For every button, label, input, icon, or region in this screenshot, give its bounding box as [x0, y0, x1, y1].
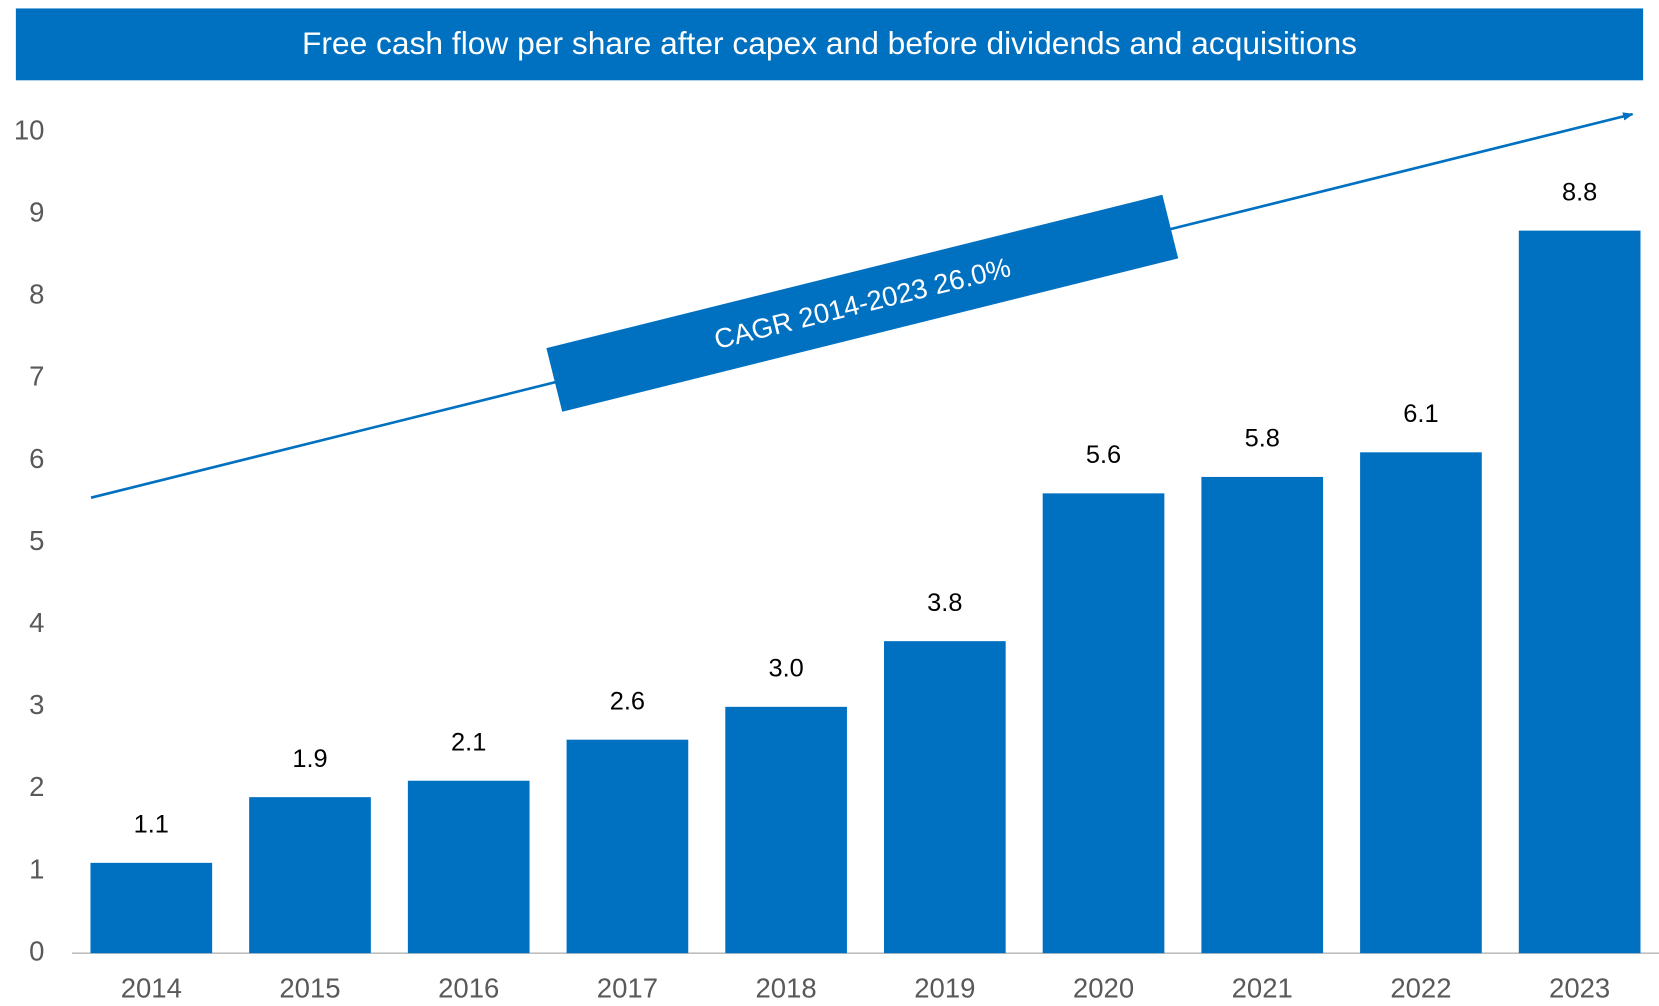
- value-label: 5.6: [1086, 441, 1121, 469]
- value-label: 2.1: [451, 728, 486, 756]
- annotation-box: CAGR 2014-2023 26.0%: [546, 194, 1179, 412]
- bar: [1201, 476, 1324, 954]
- value-label: 5.8: [1245, 425, 1280, 453]
- y-tick-label: 0: [29, 935, 44, 966]
- y-tick-label: 4: [29, 607, 44, 638]
- x-tick-label: 2020: [1073, 972, 1134, 1003]
- annotation-bg: [546, 194, 1179, 412]
- y-tick-label: 3: [29, 689, 44, 720]
- x-tick-label: 2021: [1232, 972, 1293, 1003]
- value-label: 3.0: [768, 655, 803, 683]
- bar: [90, 862, 213, 954]
- bar: [883, 641, 1006, 954]
- x-tick-label: 2014: [121, 972, 182, 1003]
- bar: [1360, 452, 1482, 954]
- bar: [249, 797, 371, 954]
- y-tick-label: 7: [29, 361, 44, 392]
- y-tick-label: 8: [29, 279, 44, 310]
- x-tick-label: 2016: [438, 972, 499, 1003]
- y-tick-label: 5: [29, 525, 44, 556]
- bar: [1518, 230, 1641, 954]
- x-tick-label: 2022: [1390, 972, 1451, 1003]
- x-tick-label: 2017: [597, 972, 658, 1003]
- value-label: 8.8: [1562, 178, 1597, 206]
- bar: [725, 706, 847, 954]
- x-tick-label: 2023: [1549, 972, 1610, 1003]
- y-tick-label: 2: [29, 771, 44, 802]
- y-tick-label: 1: [29, 853, 44, 884]
- bar: [566, 739, 689, 954]
- title-bar: [15, 8, 1644, 81]
- y-tick-label: 6: [29, 443, 44, 474]
- x-tick-label: 2018: [756, 972, 817, 1003]
- y-tick-label: 9: [29, 196, 44, 227]
- value-label: 1.1: [134, 811, 169, 839]
- value-label: 2.6: [610, 687, 645, 715]
- chart-title: Free cash flow per share after capex and…: [302, 25, 1357, 61]
- bar: [407, 780, 530, 954]
- x-tick-label: 2015: [279, 972, 340, 1003]
- value-label: 1.9: [292, 745, 327, 773]
- value-label: 3.8: [927, 589, 962, 617]
- value-label: 6.1: [1403, 400, 1438, 428]
- bar: [1042, 493, 1165, 954]
- x-tick-label: 2019: [914, 972, 975, 1003]
- y-tick-label: 10: [14, 114, 45, 145]
